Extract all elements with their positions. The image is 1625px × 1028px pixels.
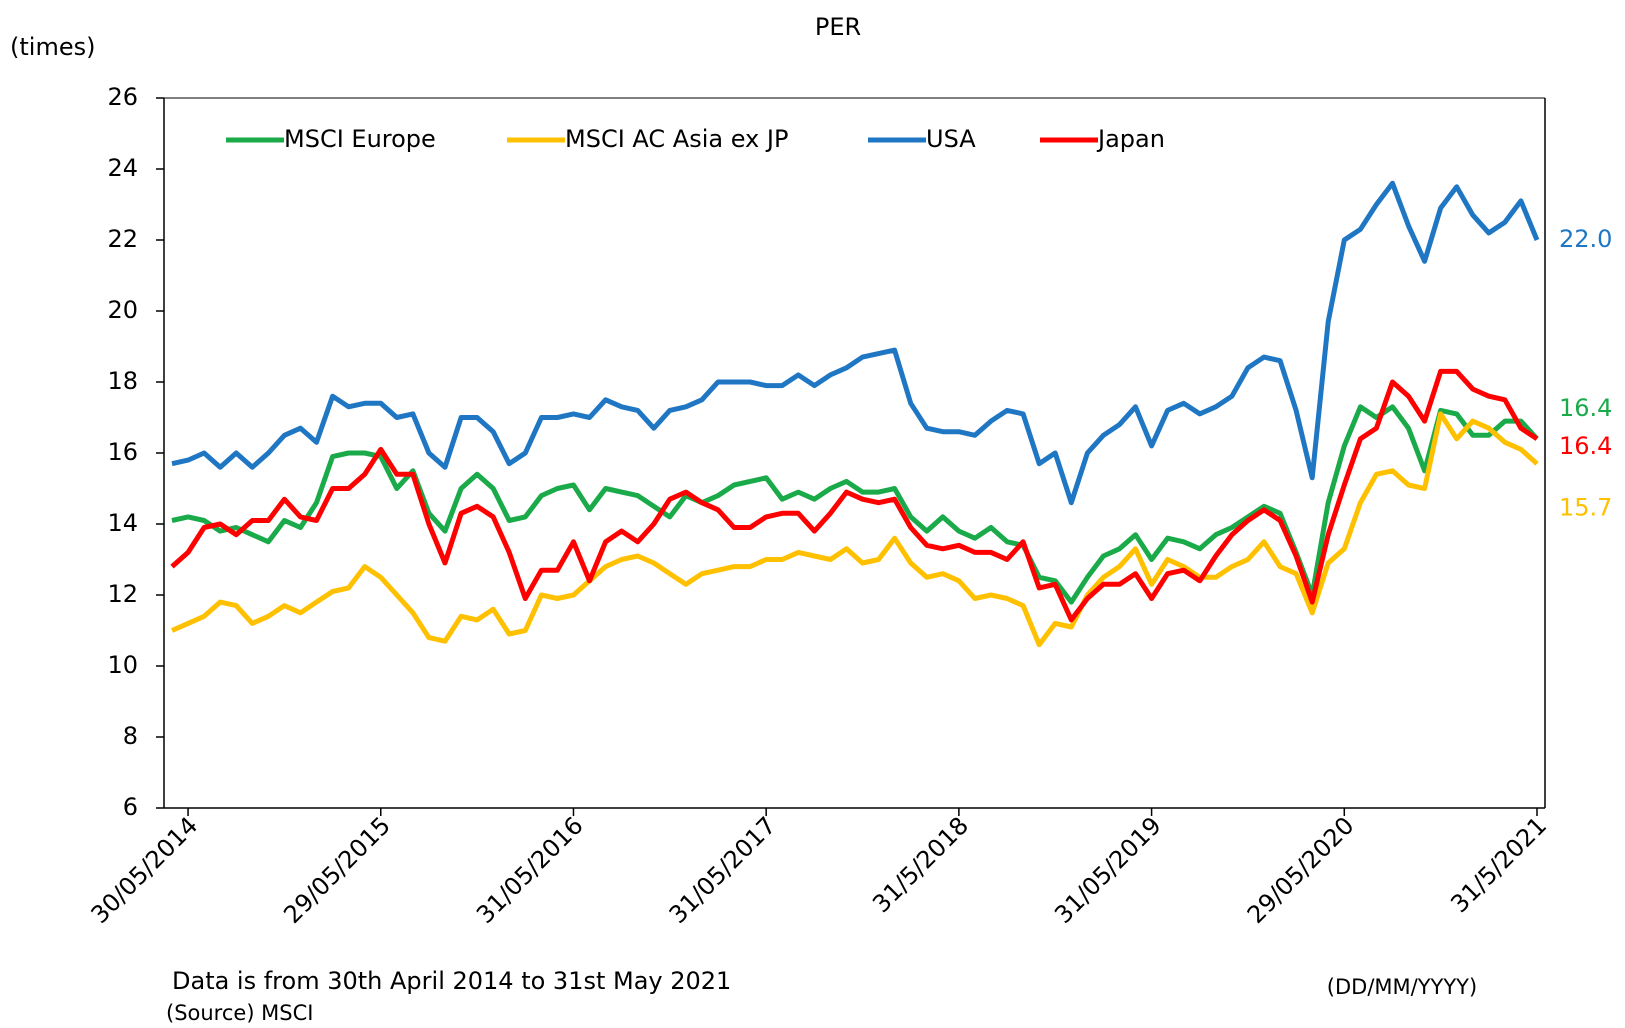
x-tick-label: 31/05/2017 bbox=[664, 811, 782, 929]
line-series bbox=[171, 180, 1540, 506]
legend-label: MSCI AC Asia ex JP bbox=[565, 125, 788, 153]
x-axis-label: (DD/MM/YYYY) bbox=[1327, 975, 1477, 999]
data-label: 15.7 bbox=[1559, 494, 1612, 522]
legend-label: MSCI Europe bbox=[284, 125, 436, 153]
y-tick-label: 26 bbox=[107, 83, 138, 111]
x-tick-label: 31/5/2018 bbox=[867, 811, 974, 918]
x-tick-label: 31/5/2021 bbox=[1445, 811, 1552, 918]
y-tick-label: 16 bbox=[107, 438, 138, 466]
y-tick-label: 18 bbox=[107, 367, 138, 395]
data-label: 16.4 bbox=[1559, 432, 1612, 460]
y-tick-label: 8 bbox=[123, 722, 138, 750]
y-tick-label: 24 bbox=[107, 154, 138, 182]
note: Data is from 30th April 2014 to 31st May… bbox=[172, 967, 731, 995]
line-series bbox=[170, 368, 1539, 623]
y-axis-label: (times) bbox=[10, 33, 95, 61]
x-tick-label: 31/05/2016 bbox=[471, 811, 589, 929]
x-tick-label: 29/05/2015 bbox=[278, 811, 396, 929]
y-tick-label: 20 bbox=[107, 296, 138, 324]
data-label: 16.4 bbox=[1559, 394, 1612, 422]
legend-label: USA bbox=[926, 125, 976, 153]
x-tick-label: 30/05/2014 bbox=[86, 811, 204, 929]
chart-title: PER bbox=[815, 13, 861, 41]
y-tick-label: 14 bbox=[107, 509, 138, 537]
data-label: 22.0 bbox=[1559, 225, 1612, 253]
y-tick-label: 22 bbox=[107, 225, 138, 253]
x-tick-label: 31/05/2019 bbox=[1049, 811, 1167, 929]
y-tick-label: 12 bbox=[107, 580, 138, 608]
legend-label: Japan bbox=[1096, 125, 1165, 153]
x-tick-label: 29/05/2020 bbox=[1242, 811, 1360, 929]
y-tick-label: 10 bbox=[107, 651, 138, 679]
y-tick-label: 6 bbox=[123, 793, 138, 821]
source: (Source) MSCI bbox=[166, 1001, 314, 1025]
line-series bbox=[170, 411, 1539, 648]
